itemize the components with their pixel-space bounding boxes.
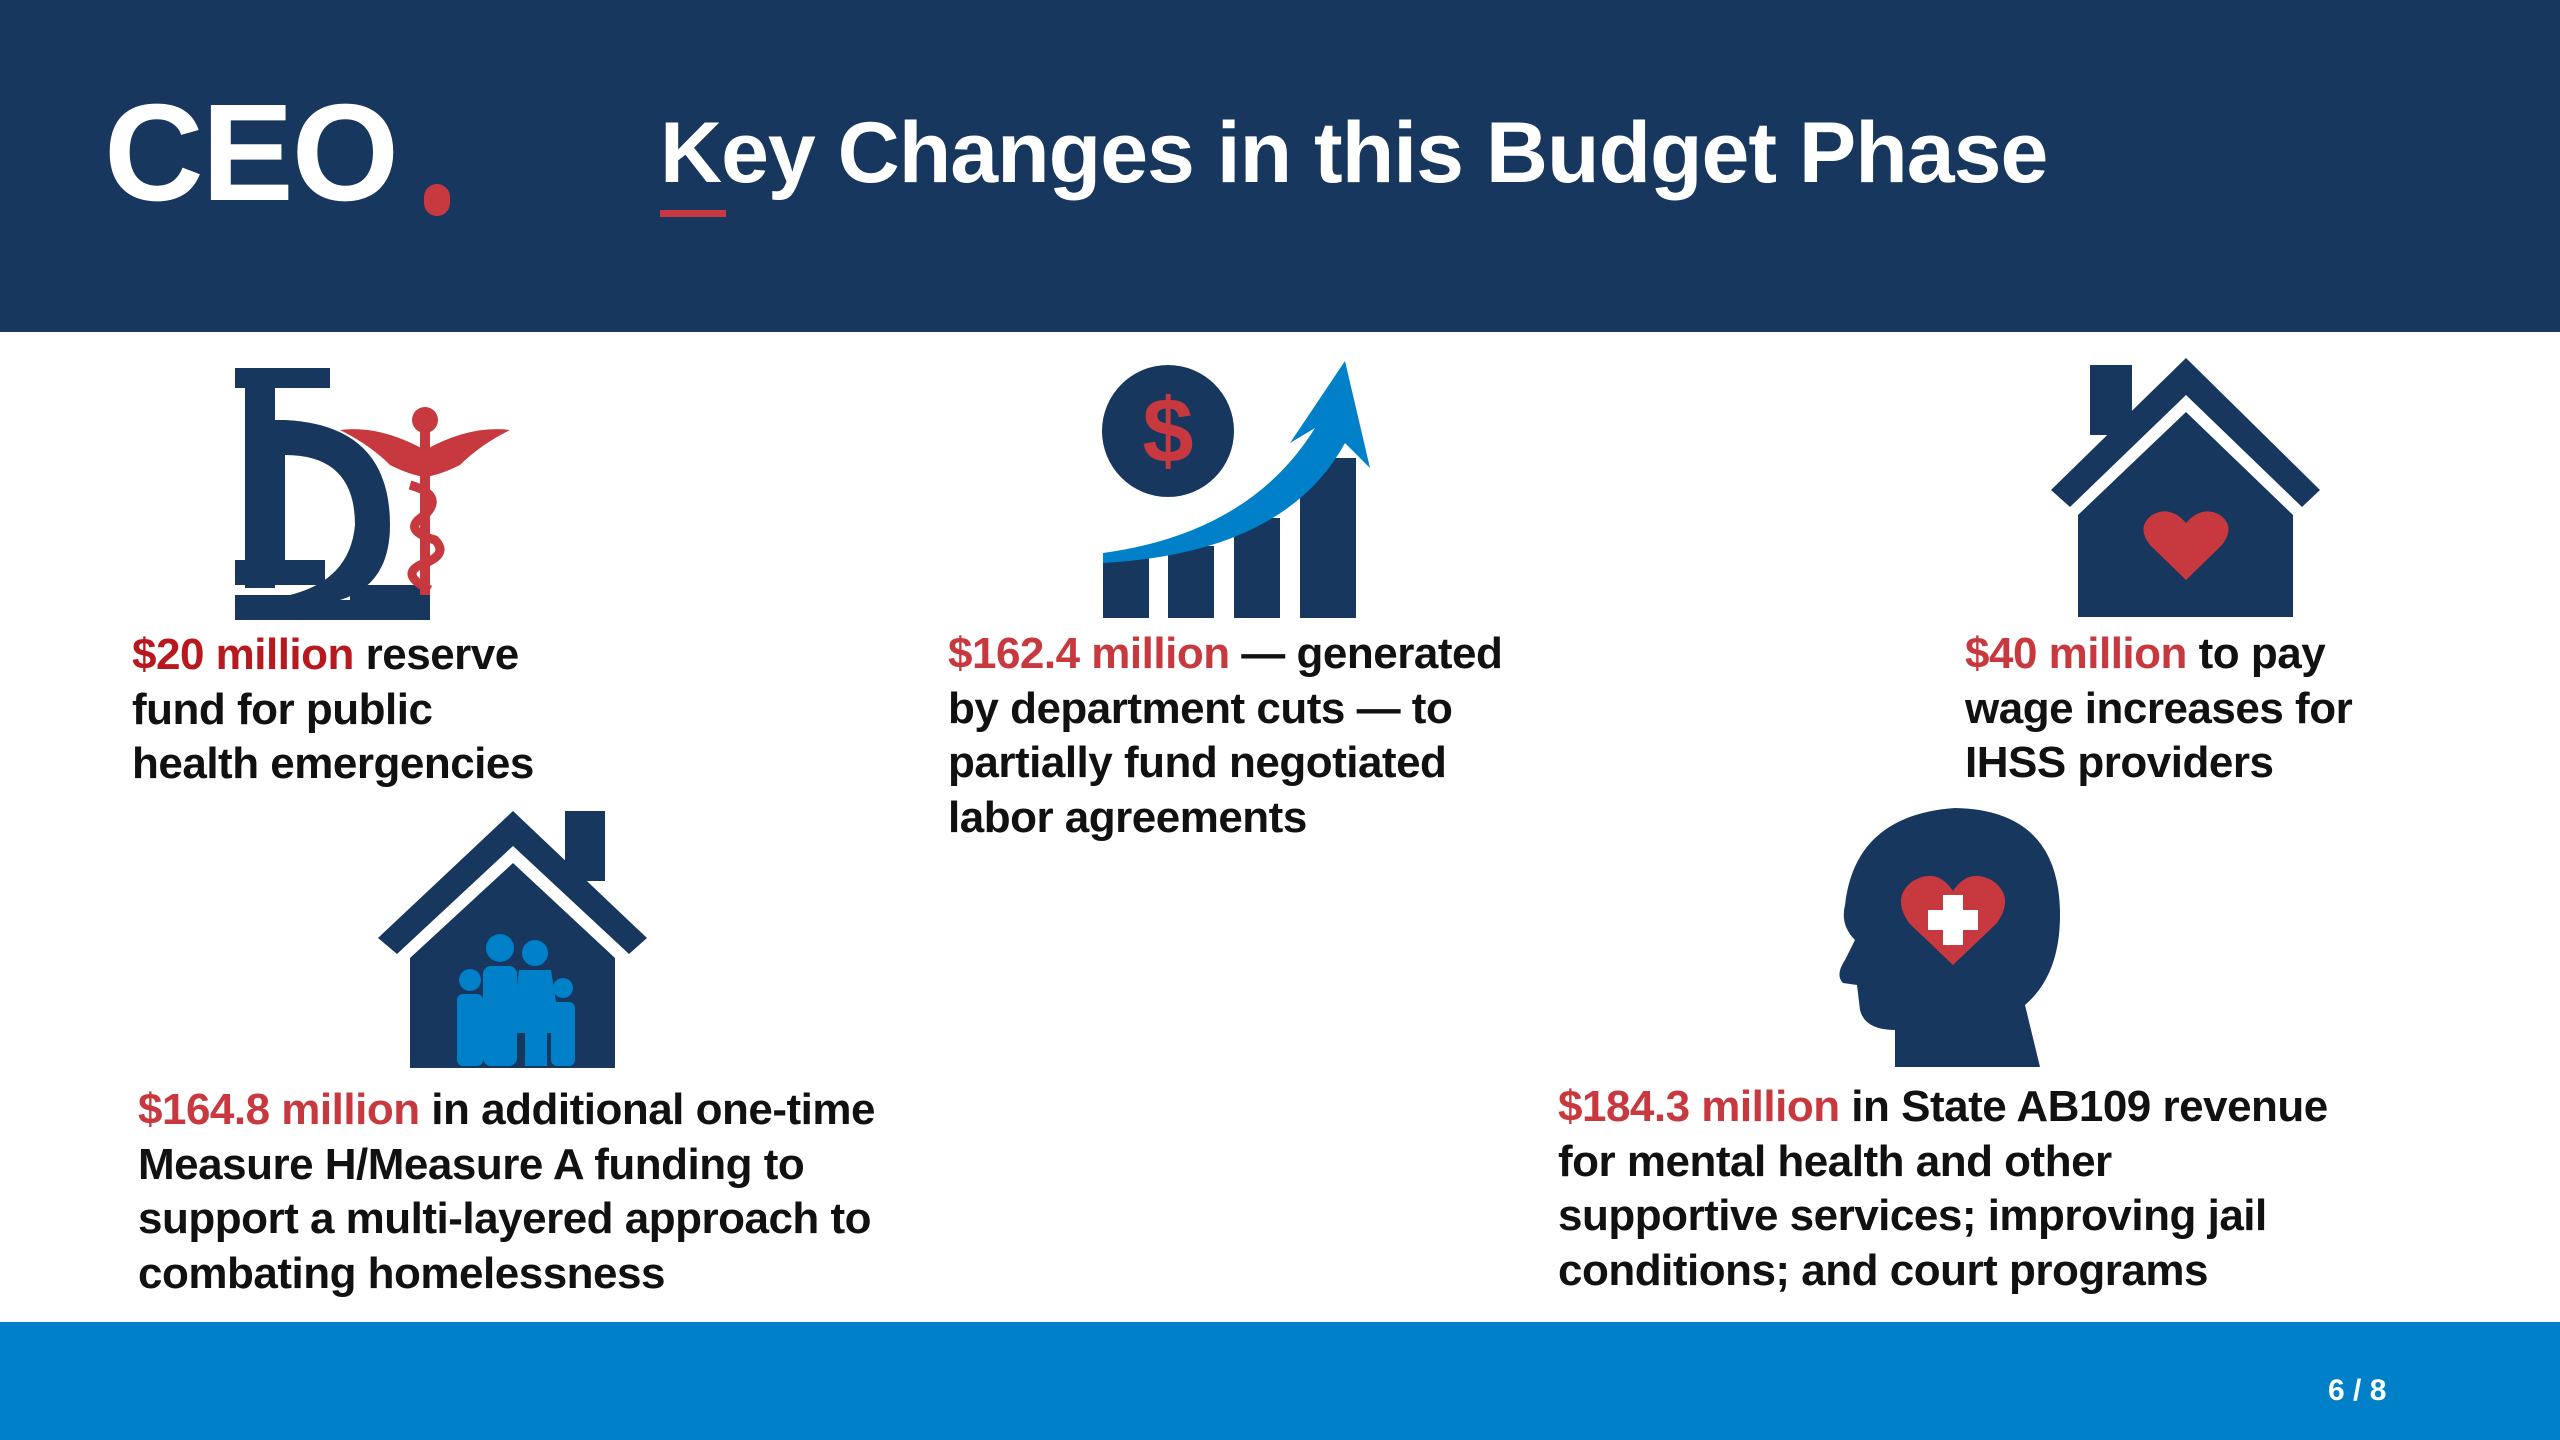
item-ab109-revenue: $184.3 million in State AB109 revenue fo… xyxy=(1558,1080,2328,1298)
item-line: supportive services; improving jail xyxy=(1558,1191,2267,1240)
item-line: for mental health and other xyxy=(1558,1136,2112,1186)
item-amount: $184.3 million xyxy=(1558,1082,1840,1131)
item-line: to pay xyxy=(2186,629,2326,678)
family-house-icon xyxy=(378,811,647,1068)
item-line: — generated xyxy=(1229,629,1503,678)
item-line: in State AB109 revenue xyxy=(1839,1082,2328,1131)
item-line: combating homelessness xyxy=(138,1248,665,1298)
item-amount: $40 million xyxy=(1965,629,2187,678)
title-underline xyxy=(660,210,726,217)
item-line: in additional one-time xyxy=(419,1085,875,1134)
item-line: health emergencies xyxy=(132,739,534,788)
item-line: wage increases for xyxy=(1965,683,2353,733)
item-line: support a multi-layered approach to xyxy=(138,1194,872,1243)
item-amount: $164.8 million xyxy=(138,1085,420,1134)
ceo-logo: CEO xyxy=(104,76,399,230)
item-amount: $162.4 million xyxy=(948,629,1230,678)
item-homelessness-funding: $164.8 million in additional one-time Me… xyxy=(138,1083,875,1301)
item-line: IHSS providers xyxy=(1965,738,2274,787)
item-line: Measure H/Measure A funding to xyxy=(138,1139,805,1189)
header-bar: CEO Key Changes in this Budget Phase xyxy=(0,0,2560,332)
page-title: Key Changes in this Budget Phase xyxy=(660,105,2048,201)
item-line: conditions; and court programs xyxy=(1558,1245,2208,1295)
item-line: partially fund negotiated xyxy=(948,738,1447,787)
page-number: 6 / 8 xyxy=(2328,1374,2387,1407)
logo-dot xyxy=(424,184,450,216)
item-department-cuts: $162.4 million — generated by department… xyxy=(948,627,1503,845)
house-heart-icon xyxy=(2051,358,2320,617)
item-amount: $20 million xyxy=(132,630,354,679)
item-line: fund for public xyxy=(132,684,433,734)
item-ihss-wages: $40 million to pay wage increases for IH… xyxy=(1965,627,2353,791)
item-line: by department cuts — to xyxy=(948,683,1453,733)
head-heart-icon xyxy=(1839,808,2060,1067)
microscope-caduceus-icon xyxy=(235,368,510,620)
item-line: labor agreements xyxy=(948,792,1307,842)
item-line: reserve xyxy=(353,630,520,679)
footer-bar xyxy=(0,1322,2560,1440)
item-public-health-reserve: $20 million reserve fund for public heal… xyxy=(132,628,534,792)
svg-text:$: $ xyxy=(1142,380,1193,482)
money-growth-chart-icon: $ xyxy=(1102,361,1370,618)
